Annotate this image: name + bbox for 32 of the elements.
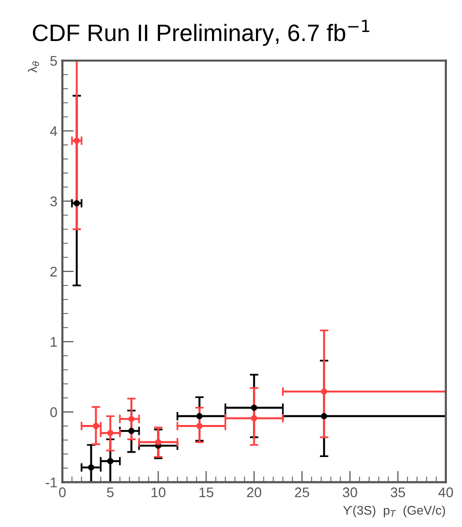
point [155, 439, 162, 446]
chart-title: CDF Run II Preliminary, 6.7 fb$^{−1}$ [32, 20, 370, 46]
point [250, 415, 258, 422]
point [196, 422, 203, 430]
x-axis-title: ϒ(3S) p$_{T}$ (GeV/c) [343, 506, 446, 518]
point [128, 428, 135, 434]
point [128, 416, 135, 422]
point [88, 464, 94, 471]
point [320, 388, 328, 395]
x-tick-label: 25 [295, 487, 310, 498]
x-tick-label: 30 [342, 487, 358, 498]
point [196, 413, 203, 420]
point [250, 404, 258, 411]
x-tick-label: 0 [59, 487, 66, 498]
x-tick-label: 40 [438, 487, 454, 498]
point [92, 422, 100, 430]
y-tick-label: 3 [50, 196, 57, 206]
x-tick-label: 35 [390, 487, 406, 498]
y-tick-label: 1 [50, 337, 57, 347]
x-tick-label: 10 [152, 487, 166, 498]
y-tick-label: 2 [50, 266, 57, 276]
x-tick-label: 20 [247, 487, 262, 498]
x-tick-label: 5 [106, 488, 114, 498]
y-tick-label: 4 [50, 126, 58, 136]
point [107, 430, 114, 436]
point [107, 458, 114, 464]
y-tick-label: -1 [46, 478, 57, 488]
point [320, 413, 328, 420]
x-tick-label: 15 [200, 488, 214, 498]
y-tick-label: 0 [50, 407, 57, 418]
y-tick-label: 5 [50, 56, 57, 66]
y-axis-title: λ$_{θ}$ [28, 61, 40, 73]
